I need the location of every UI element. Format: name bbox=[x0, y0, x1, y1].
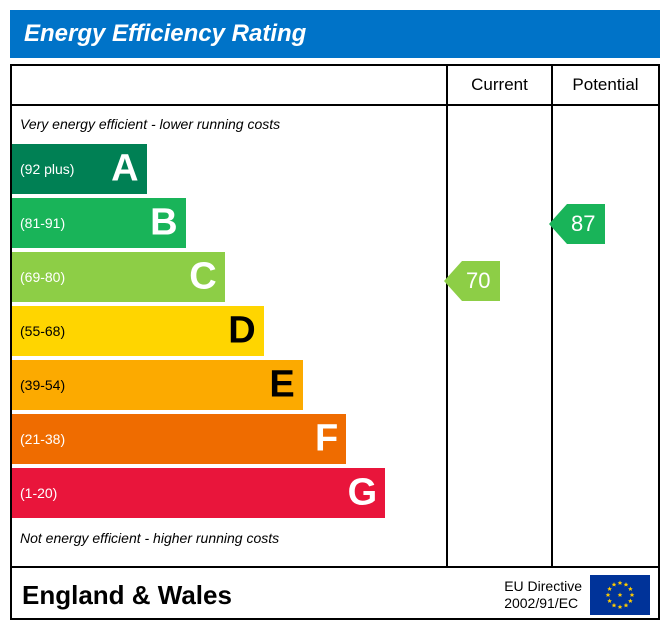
subtitle-top: Very energy efficient - lower running co… bbox=[12, 114, 446, 140]
current-value: 70 bbox=[466, 268, 490, 294]
band-range: (81-91) bbox=[12, 215, 65, 231]
chart-frame: Current Potential Very energy efficient … bbox=[10, 64, 660, 620]
subtitle-bottom: Not energy efficient - higher running co… bbox=[12, 522, 446, 548]
body-row: Very energy efficient - lower running co… bbox=[12, 106, 658, 566]
band-range: (55-68) bbox=[12, 323, 65, 339]
band-f: (21-38) F bbox=[12, 414, 346, 464]
header-row: Current Potential bbox=[12, 66, 658, 106]
band-range: (21-38) bbox=[12, 431, 65, 447]
footer-right: EU Directive 2002/91/EC bbox=[448, 575, 658, 615]
band-letter: F bbox=[315, 418, 338, 461]
band-g: (1-20) G bbox=[12, 468, 385, 518]
directive-line1: EU Directive bbox=[504, 578, 582, 595]
eu-flag-icon bbox=[590, 575, 650, 615]
band-range: (69-80) bbox=[12, 269, 65, 285]
title-text: Energy Efficiency Rating bbox=[24, 20, 306, 47]
band-range: (92 plus) bbox=[12, 161, 74, 177]
potential-arrow: 87 bbox=[567, 204, 605, 244]
band-e: (39-54) E bbox=[12, 360, 303, 410]
footer-region: England & Wales bbox=[12, 580, 448, 611]
band-d: (55-68) D bbox=[12, 306, 264, 356]
current-arrow: 70 bbox=[462, 261, 500, 301]
band-range: (1-20) bbox=[12, 485, 57, 501]
col-potential: 87 bbox=[553, 106, 658, 566]
col-current: 70 bbox=[448, 106, 553, 566]
bars-area: Very energy efficient - lower running co… bbox=[12, 106, 448, 566]
title-bar: Energy Efficiency Rating bbox=[10, 10, 660, 58]
potential-value: 87 bbox=[571, 211, 595, 237]
header-spacer bbox=[12, 66, 448, 104]
band-letter: G bbox=[348, 472, 378, 515]
band-letter: C bbox=[189, 256, 216, 299]
band-a: (92 plus) A bbox=[12, 144, 147, 194]
epc-container: Energy Efficiency Rating Current Potenti… bbox=[0, 0, 670, 627]
band-c: (69-80) C bbox=[12, 252, 225, 302]
band-letter: B bbox=[150, 202, 177, 245]
bars-holder: (92 plus) A (81-91) B (69-80) C (55-68) D (39-54… bbox=[12, 144, 446, 518]
band-letter: A bbox=[111, 148, 138, 191]
band-letter: E bbox=[269, 364, 294, 407]
footer-row: England & Wales EU Directive 2002/91/EC bbox=[12, 566, 658, 622]
directive-line2: 2002/91/EC bbox=[504, 595, 582, 612]
band-letter: D bbox=[228, 310, 255, 353]
col-potential-header: Potential bbox=[553, 66, 658, 104]
footer-directive: EU Directive 2002/91/EC bbox=[504, 578, 582, 612]
band-b: (81-91) B bbox=[12, 198, 186, 248]
band-range: (39-54) bbox=[12, 377, 65, 393]
col-current-header: Current bbox=[448, 66, 553, 104]
